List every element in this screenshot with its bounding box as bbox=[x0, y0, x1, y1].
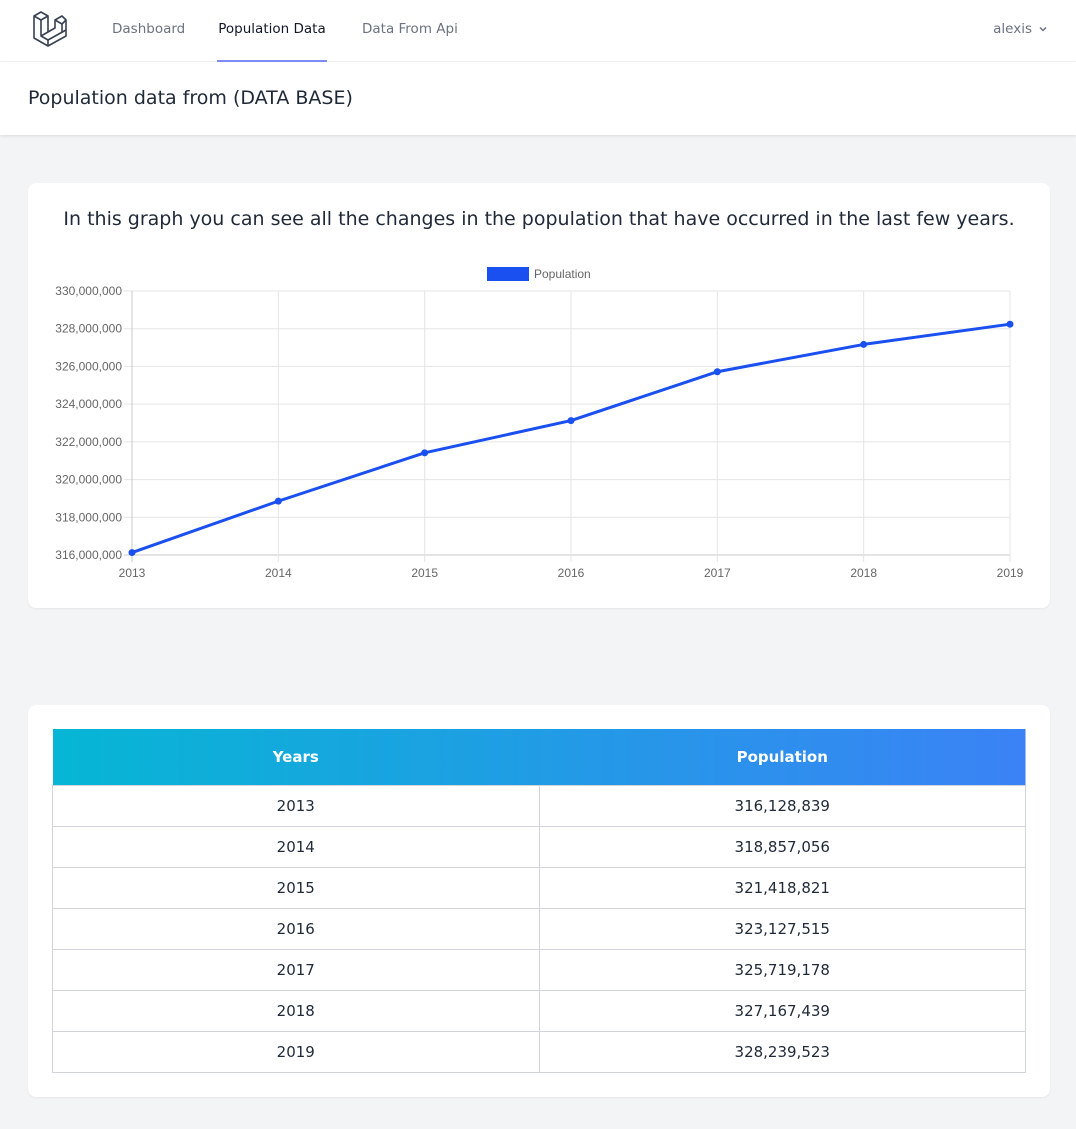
x-tick-label: 2016 bbox=[558, 566, 585, 580]
y-tick-label: 324,000,000 bbox=[55, 397, 122, 411]
legend-swatch bbox=[487, 267, 529, 281]
data-point bbox=[421, 449, 429, 457]
cell-year: 2016 bbox=[52, 907, 540, 950]
y-tick-label: 316,000,000 bbox=[55, 548, 122, 562]
nav-link-dashboard[interactable]: Dashboard bbox=[112, 21, 186, 37]
column-header-population: Population bbox=[736, 747, 828, 766]
cell-population: 323,127,515 bbox=[538, 907, 1026, 950]
laravel-logo-icon[interactable] bbox=[30, 10, 68, 48]
cell-year: 2018 bbox=[52, 989, 540, 1032]
nav-link-population-data[interactable]: Population Data bbox=[217, 0, 327, 62]
cell-population: 321,418,821 bbox=[538, 866, 1026, 909]
table-header-row: Years Population bbox=[52, 729, 1026, 785]
x-tick-label: 2015 bbox=[411, 566, 438, 580]
cell-year: 2015 bbox=[52, 866, 540, 909]
data-point bbox=[860, 340, 868, 348]
cell-population: 318,857,056 bbox=[538, 825, 1026, 868]
y-tick-label: 318,000,000 bbox=[55, 510, 122, 524]
x-tick-label: 2013 bbox=[119, 566, 146, 580]
x-tick-label: 2019 bbox=[997, 566, 1024, 580]
population-table: Years Population 2013 316,128,839 2014 3… bbox=[52, 729, 1026, 1073]
user-name: alexis bbox=[993, 21, 1032, 37]
cell-population: 325,719,178 bbox=[538, 948, 1026, 991]
population-line-chart: 330,000,000 328,000,000 326,000,000 324,000… bbox=[55, 267, 1024, 580]
chart-caption: In this graph you can see all the change… bbox=[63, 208, 1015, 230]
cell-year: 2017 bbox=[52, 948, 540, 991]
y-tick-label: 322,000,000 bbox=[55, 435, 122, 449]
data-point bbox=[274, 497, 282, 505]
data-point bbox=[1006, 320, 1014, 328]
x-tick-label: 2014 bbox=[265, 566, 292, 580]
cell-year: 2019 bbox=[52, 1030, 540, 1073]
table-row: 2013 316,128,839 bbox=[52, 784, 1026, 827]
x-tick-label: 2018 bbox=[850, 566, 877, 580]
cell-population: 328,239,523 bbox=[538, 1030, 1026, 1073]
y-tick-label: 320,000,000 bbox=[55, 473, 122, 487]
chart-card: In this graph you can see all the change… bbox=[28, 183, 1050, 608]
table-row: 2014 318,857,056 bbox=[52, 825, 1026, 868]
y-tick-label: 328,000,000 bbox=[55, 322, 122, 336]
column-header-years: Years bbox=[272, 747, 319, 766]
table-row: 2018 327,167,439 bbox=[52, 989, 1026, 1032]
table-row: 2016 323,127,515 bbox=[52, 907, 1026, 950]
y-tick-label: 330,000,000 bbox=[55, 284, 122, 298]
nav-link-data-from-api[interactable]: Data From Api bbox=[362, 21, 458, 37]
page-header: Population data from (DATA BASE) bbox=[0, 62, 1076, 135]
x-tick-label: 2017 bbox=[704, 566, 731, 580]
top-navigation: Dashboard Population Data Data From Api … bbox=[0, 0, 1076, 62]
table-row: 2019 328,239,523 bbox=[52, 1030, 1026, 1073]
table-card: Years Population 2013 316,128,839 2014 3… bbox=[28, 705, 1050, 1097]
user-menu[interactable]: alexis bbox=[993, 0, 1048, 58]
cell-population: 316,128,839 bbox=[538, 784, 1026, 827]
cell-population: 327,167,439 bbox=[538, 989, 1026, 1032]
table-row: 2015 321,418,821 bbox=[52, 866, 1026, 909]
chevron-down-icon bbox=[1039, 26, 1047, 32]
data-point bbox=[128, 549, 136, 557]
cell-year: 2013 bbox=[52, 784, 540, 827]
page-title: Population data from (DATA BASE) bbox=[28, 87, 353, 109]
cell-year: 2014 bbox=[52, 825, 540, 868]
data-point bbox=[713, 368, 721, 376]
table-row: 2017 325,719,178 bbox=[52, 948, 1026, 991]
legend-label: Population bbox=[534, 267, 591, 281]
y-tick-label: 326,000,000 bbox=[55, 359, 122, 373]
data-point bbox=[567, 417, 575, 425]
